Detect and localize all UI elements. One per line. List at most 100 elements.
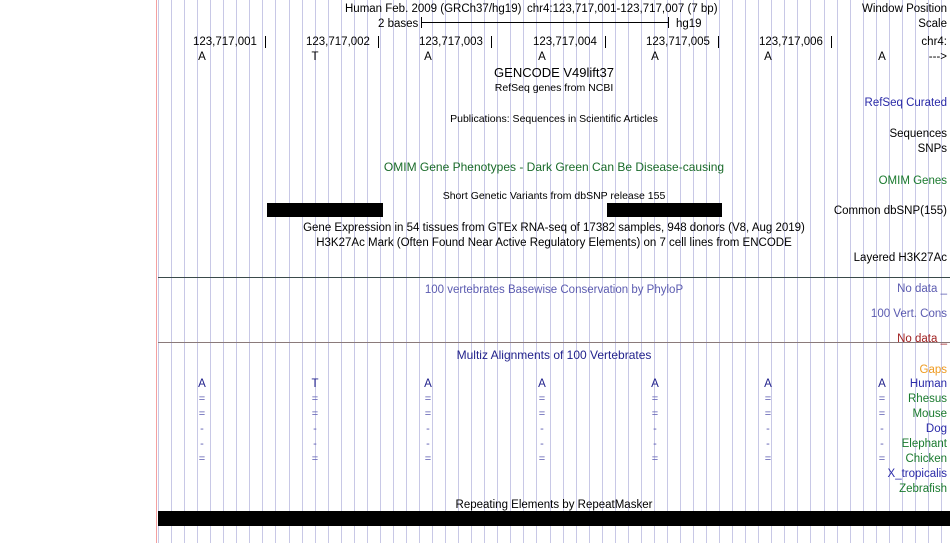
alignment-gap-mark: = [878, 393, 886, 405]
gridline [667, 0, 668, 543]
alignment-gap-mark: - [540, 438, 544, 450]
alignment-gap-mark: - [766, 438, 770, 450]
row-label-common-dbsnp[interactable]: Common dbSNP(155) [833, 205, 947, 217]
alignment-gap-mark: = [198, 393, 206, 405]
gridline [354, 0, 355, 543]
alignment-base-letter: A [424, 378, 432, 390]
ruler-tick [491, 36, 492, 48]
ruler-tick [378, 36, 379, 48]
gridline [341, 0, 342, 543]
gridline [223, 0, 224, 543]
gridline [693, 0, 694, 543]
alignment-gap-mark: - [653, 438, 657, 450]
scale-bar [421, 22, 669, 23]
scale-bar-right-cap [668, 17, 669, 28]
gridline [249, 0, 250, 543]
species-label-rhesus[interactable]: Rhesus [908, 393, 947, 405]
track-title-dbsnp: Short Genetic Variants from dbSNP releas… [442, 190, 666, 202]
gridline [680, 0, 681, 543]
gridline [289, 0, 290, 543]
base-letter: A [424, 51, 432, 63]
assembly-title: Human Feb. 2009 (GRCh37/hg19) [345, 3, 522, 15]
alignment-gap-mark: = [764, 393, 772, 405]
gridline [275, 0, 276, 543]
alignment-gap-mark: = [538, 408, 546, 420]
row-label-100vert-cons[interactable]: 100 Vert. Cons [870, 308, 947, 320]
alignment-gap-mark: = [538, 393, 546, 405]
alignment-gap-mark: = [311, 393, 319, 405]
ruler-tick [605, 36, 606, 48]
ruler-tick [265, 36, 266, 48]
alignment-gap-mark: = [311, 408, 319, 420]
gridline [445, 0, 446, 543]
alignment-gap-mark: = [651, 453, 659, 465]
repeatmasker-feature-bar[interactable] [158, 511, 950, 526]
alignment-gap-mark: = [878, 453, 886, 465]
species-label-elephant[interactable]: Elephant [901, 438, 947, 450]
gridline [784, 0, 785, 543]
alignment-base-letter: A [878, 378, 886, 390]
gridline [262, 0, 263, 543]
gridline [471, 0, 472, 543]
scale-text: 2 bases [378, 18, 419, 30]
ruler-coordinate-label: 123,717,003 [419, 36, 483, 48]
alignment-gap-mark: = [651, 393, 659, 405]
gridline [302, 0, 303, 543]
alignment-gap-mark: - [200, 438, 204, 450]
alignment-gap-mark: - [313, 423, 317, 435]
row-label-refseq-curated[interactable]: RefSeq Curated [864, 97, 947, 109]
alignment-base-letter: A [538, 378, 546, 390]
row-label-scale: Scale [918, 18, 947, 30]
alignment-gap-mark: = [538, 453, 546, 465]
alignment-base-letter: A [764, 378, 772, 390]
gridline [406, 0, 407, 543]
species-label-human[interactable]: Human [909, 378, 947, 390]
alignment-gap-mark: - [880, 423, 884, 435]
ruler-coordinate-label: 123,717,001 [193, 36, 257, 48]
gridline [158, 0, 159, 543]
track-title-gtex: Gene Expression in 54 tissues from GTEx … [303, 222, 805, 234]
base-letter: A [538, 51, 546, 63]
gridline [393, 0, 394, 543]
track-title-gencode: GENCODE V49lift37 [494, 65, 614, 80]
row-label-snps[interactable]: SNPs [917, 143, 947, 155]
gridline [706, 0, 707, 543]
row-label-no-data-bottom: No data _ [897, 333, 947, 345]
base-letter: A [878, 51, 886, 63]
species-label-zebrafish[interactable]: Zebrafish [899, 483, 947, 495]
alignment-base-letter: A [198, 378, 206, 390]
gridline [458, 0, 459, 543]
alignment-base-letter: A [651, 378, 659, 390]
alignment-gap-mark: = [764, 453, 772, 465]
row-label-gaps[interactable]: Gaps [919, 364, 948, 376]
base-letter: T [311, 51, 319, 63]
alignment-gap-mark: - [313, 438, 317, 450]
gridline [484, 0, 485, 543]
species-label-x_tropicalis[interactable]: X_tropicalis [887, 468, 947, 480]
gridline [184, 0, 185, 543]
species-label-chicken[interactable]: Chicken [905, 453, 947, 465]
alignment-gap-mark: = [764, 408, 772, 420]
species-label-dog[interactable]: Dog [925, 423, 947, 435]
gridline [236, 0, 237, 543]
track-title-repeatmasker: Repeating Elements by RepeatMasker [455, 499, 653, 511]
track-title-phylop: 100 vertebrates Basewise Conservation by… [424, 284, 684, 296]
dbsnp-variant-bar[interactable] [607, 203, 722, 217]
row-label-window-position: Window Position [861, 3, 947, 15]
row-label-sequences[interactable]: Sequences [889, 128, 947, 140]
row-label-omim-genes[interactable]: OMIM Genes [878, 175, 947, 187]
species-label-mouse[interactable]: Mouse [912, 408, 947, 420]
dbsnp-variant-bar[interactable] [267, 203, 383, 217]
track-separator-top [158, 277, 950, 278]
row-label-layered-h3k27ac[interactable]: Layered H3K27Ac [853, 252, 947, 264]
gridline [171, 0, 172, 543]
gridline [732, 0, 733, 543]
alignment-gap-mark: - [540, 423, 544, 435]
alignment-gap-mark: - [880, 438, 884, 450]
gridline [745, 0, 746, 543]
alignment-gap-mark: = [311, 453, 319, 465]
center-marker-line [156, 0, 157, 543]
gridline [210, 0, 211, 543]
ruler-coordinate-label: 123,717,005 [646, 36, 710, 48]
